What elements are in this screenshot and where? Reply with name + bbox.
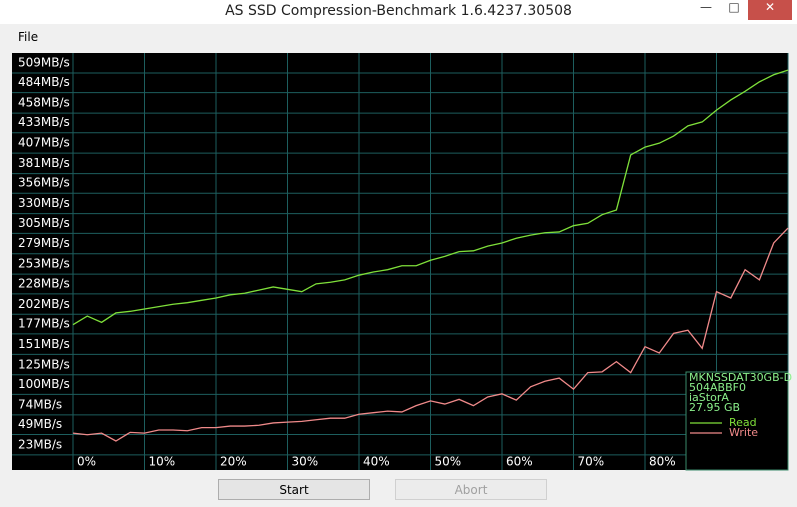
y-tick-label: 484MB/s <box>18 75 70 89</box>
y-tick-label: 177MB/s <box>18 316 70 330</box>
device-info: 27.95 GB <box>689 401 740 414</box>
window-title: AS SSD Compression-Benchmark 1.6.4237.30… <box>225 3 572 19</box>
data-line <box>72 69 789 326</box>
y-tick-label: 279MB/s <box>18 236 70 250</box>
y-tick-label: 23MB/s <box>18 437 62 451</box>
minimize-button[interactable]: — <box>700 0 712 14</box>
start-button[interactable]: Start <box>218 479 370 500</box>
x-tick-label: 0% <box>77 455 96 469</box>
menu-file[interactable]: File <box>18 30 39 44</box>
legend-box <box>685 371 789 471</box>
device-info: MKNSSDAT30GB-D <box>689 371 792 384</box>
y-tick-label: 125MB/s <box>18 357 70 371</box>
x-tick-label: 70% <box>578 455 605 469</box>
legend-label: Write <box>729 426 758 439</box>
y-tick-label: 100MB/s <box>18 377 70 391</box>
y-tick-label: 381MB/s <box>18 156 70 170</box>
legend-label: Read <box>729 416 757 429</box>
maximize-button[interactable]: □ <box>728 0 740 14</box>
y-tick-label: 433MB/s <box>18 115 70 129</box>
device-info: 504ABBF0 <box>689 381 746 394</box>
y-tick-label: 407MB/s <box>18 136 70 150</box>
x-tick-label: 10% <box>149 455 176 469</box>
y-tick-label: 202MB/s <box>18 297 70 311</box>
y-tick-label: 151MB/s <box>18 337 70 351</box>
x-tick-label: 40% <box>363 455 390 469</box>
x-tick-label: 50% <box>435 455 462 469</box>
title-bar: AS SSD Compression-Benchmark 1.6.4237.30… <box>0 0 797 24</box>
y-tick-label: 305MB/s <box>18 216 70 230</box>
plot-background <box>12 53 788 470</box>
y-tick-label: 74MB/s <box>18 397 62 411</box>
x-tick-label: 20% <box>220 455 247 469</box>
y-tick-label: 330MB/s <box>18 196 70 210</box>
x-tick-label: 60% <box>506 455 533 469</box>
y-tick-label: 356MB/s <box>18 176 70 190</box>
x-tick-label: 30% <box>292 455 319 469</box>
y-tick-label: 49MB/s <box>18 417 62 431</box>
y-tick-label: 228MB/s <box>18 276 70 290</box>
y-tick-label: 458MB/s <box>18 96 70 110</box>
close-button[interactable]: ✕ <box>748 0 792 20</box>
y-tick-label: 253MB/s <box>18 257 70 271</box>
abort-button[interactable]: Abort <box>395 479 547 500</box>
x-tick-label: 80% <box>649 455 676 469</box>
data-line <box>72 227 789 442</box>
y-tick-label: 509MB/s <box>18 56 70 70</box>
device-info: iaStorA <box>689 391 729 404</box>
